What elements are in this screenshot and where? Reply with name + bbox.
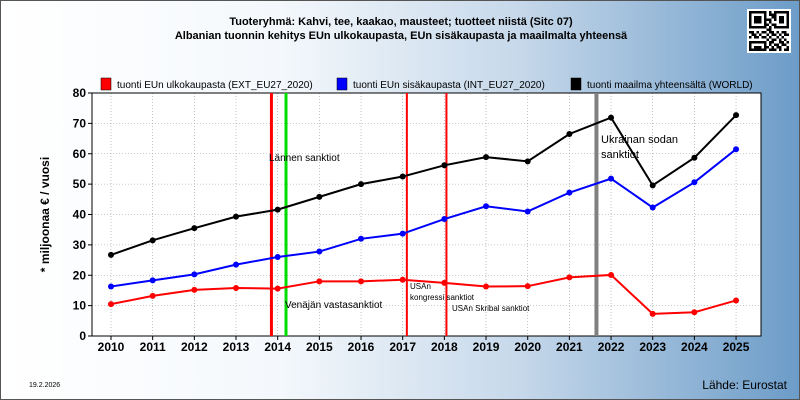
data-point	[191, 286, 198, 293]
data-point	[733, 112, 740, 119]
data-point	[608, 114, 615, 121]
y-tick-label: 0	[79, 329, 86, 343]
data-point	[566, 274, 573, 281]
data-point	[399, 230, 406, 237]
annotation-label-russia-countersanctions: Venäjän vastasanktiot	[285, 300, 383, 311]
date-stamp: 19.2.2026	[29, 382, 61, 389]
source-label: Lähde: Eurostat	[702, 378, 787, 392]
data-point	[524, 208, 531, 215]
y-tick-label: 80	[73, 86, 87, 100]
legend-label: tuonti EUn ulkokaupasta (EXT_EU27_2020)	[117, 80, 313, 91]
data-point	[649, 310, 656, 317]
legend-swatch	[570, 77, 582, 91]
qr-code-icon	[747, 9, 791, 53]
x-tick-label: 2025	[723, 340, 750, 354]
data-point	[274, 206, 281, 213]
y-axis-label: * miljoonaa € / vuosi	[38, 157, 52, 272]
data-point	[524, 283, 531, 290]
data-point	[191, 271, 198, 278]
data-point	[108, 301, 114, 308]
x-tick-label: 2011	[140, 340, 166, 354]
data-point	[566, 189, 573, 196]
y-tick-label: 20	[73, 268, 87, 282]
data-point	[691, 154, 698, 161]
annotation-label-usa-skripal: USAn Skribal sanktiot	[452, 304, 530, 313]
data-point	[441, 279, 448, 286]
legend-label: tuonti maailma yhteensältä (WORLD)	[587, 80, 753, 91]
legend-swatch	[336, 77, 348, 91]
data-point	[441, 216, 448, 223]
data-point	[441, 162, 448, 169]
data-point	[483, 283, 490, 290]
x-tick-label: 2013	[223, 340, 250, 354]
chart-subtitle: Albanian tuonnin kehitys EUn ulkokaupast…	[174, 30, 628, 42]
data-point	[358, 235, 365, 242]
x-tick-label: 2020	[514, 340, 541, 354]
data-point	[316, 193, 323, 200]
data-point	[358, 181, 365, 188]
data-point	[191, 225, 198, 232]
plot-border	[91, 92, 762, 337]
y-tick-label: 10	[73, 299, 87, 313]
annotation-label-ukraine-war: sanktiot	[601, 149, 639, 161]
chart-title: Tuoteryhmä: Kahvi, tee, kaakao, mausteet…	[229, 16, 573, 28]
data-point	[316, 278, 323, 285]
x-tick-label: 2022	[598, 340, 625, 354]
data-point	[399, 276, 406, 283]
data-point	[566, 131, 573, 138]
series-line	[110, 148, 737, 288]
data-point	[108, 283, 114, 290]
data-point	[274, 254, 281, 261]
data-point	[233, 261, 240, 268]
x-tick-label: 2014	[264, 340, 291, 354]
annotation-label-usa-congress: kongressi sanktiot	[410, 293, 475, 302]
data-point	[733, 146, 740, 153]
x-tick-label: 2024	[681, 340, 708, 354]
data-point	[524, 158, 531, 165]
legend-label: tuonti EUn sisäkaupasta (INT_EU27_2020)	[353, 80, 545, 91]
y-tick-label: 30	[73, 238, 87, 252]
series-line	[110, 114, 737, 256]
x-tick-label: 2010	[98, 340, 125, 354]
series-line	[110, 273, 737, 315]
annotation-label-usa-congress: USAn	[410, 282, 431, 291]
data-point	[149, 292, 156, 299]
x-tick-label: 2015	[306, 340, 333, 354]
x-tick-label: 2021	[556, 340, 583, 354]
y-tick-label: 40	[73, 208, 87, 222]
x-tick-label: 2016	[348, 340, 375, 354]
data-point	[399, 173, 406, 180]
x-tick-label: 2019	[473, 340, 500, 354]
x-tick-label: 2018	[431, 340, 458, 354]
data-point	[316, 248, 323, 255]
legend-swatch	[100, 77, 112, 91]
data-point	[274, 285, 281, 292]
data-point	[149, 237, 156, 244]
y-tick-label: 50	[73, 177, 87, 191]
annotation-label-west-sanctions: Lännen sanktiot	[269, 153, 340, 164]
annotation-label-ukraine-war: Ukrainan sodan	[601, 134, 678, 146]
data-point	[691, 179, 698, 186]
y-tick-label: 60	[73, 147, 87, 161]
data-point	[649, 182, 656, 189]
data-point	[149, 277, 156, 284]
data-point	[608, 175, 615, 182]
data-point	[233, 285, 240, 292]
data-point	[483, 154, 490, 161]
y-tick-label: 70	[73, 116, 87, 130]
data-point	[233, 213, 240, 220]
data-point	[108, 251, 114, 258]
data-point	[649, 204, 656, 211]
data-point	[691, 309, 698, 316]
data-point	[358, 278, 365, 285]
data-point	[608, 271, 615, 278]
x-tick-label: 2017	[389, 340, 416, 354]
x-tick-label: 2023	[639, 340, 666, 354]
data-point	[483, 203, 490, 210]
x-tick-label: 2012	[181, 340, 208, 354]
data-point	[733, 297, 740, 304]
